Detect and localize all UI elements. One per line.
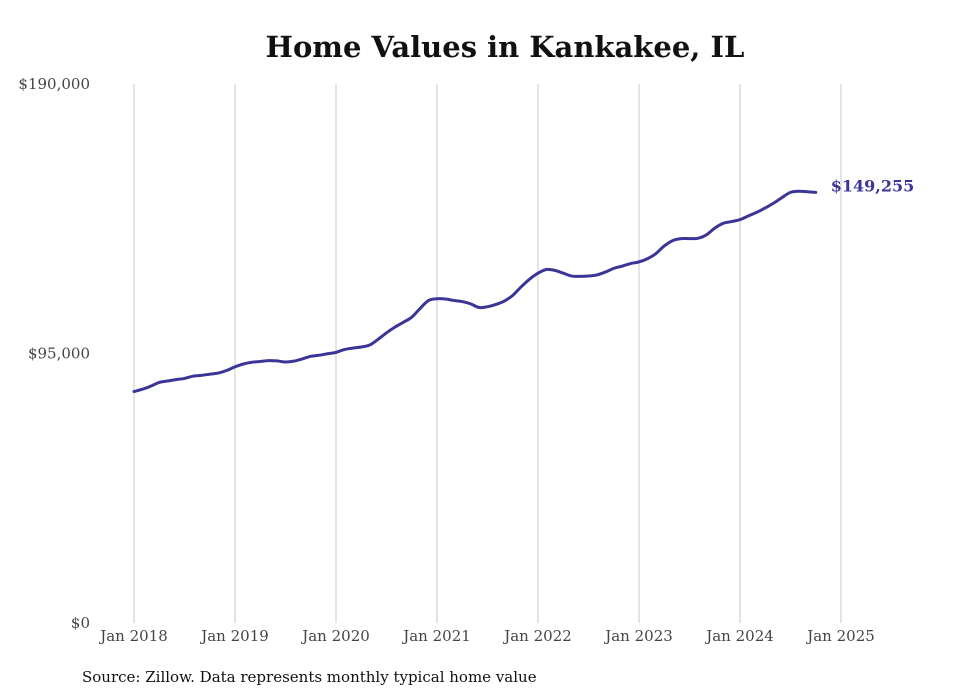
y-tick-label: $190,000: [18, 75, 90, 93]
x-tick-label: Jan 2025: [805, 627, 875, 645]
gridlines: [133, 84, 842, 623]
x-tick-label: Jan 2018: [98, 627, 168, 645]
x-tick-label: Jan 2019: [199, 627, 269, 645]
x-tick-label: Jan 2022: [502, 627, 572, 645]
x-axis-ticks: Jan 2018 Jan 2019 Jan 2020 Jan 2021 Jan 2022…: [98, 627, 875, 645]
y-tick-label: $0: [71, 614, 90, 632]
chart-title: Home Values in Kankakee, IL: [265, 30, 745, 64]
x-tick-label: Jan 2020: [300, 627, 370, 645]
series-line-0: [132, 189, 818, 394]
source-note: Source: Zillow. Data represents monthly …: [82, 668, 537, 686]
y-tick-label: $95,000: [28, 345, 90, 363]
x-tick-label: Jan 2023: [603, 627, 673, 645]
end-value-label: $149,255: [831, 176, 915, 195]
series-layer: $149,255: [132, 176, 915, 394]
x-tick-label: Jan 2024: [704, 627, 774, 645]
x-tick-label: Jan 2021: [401, 627, 471, 645]
y-axis-ticks: $0 $95,000 $190,000: [18, 75, 90, 632]
